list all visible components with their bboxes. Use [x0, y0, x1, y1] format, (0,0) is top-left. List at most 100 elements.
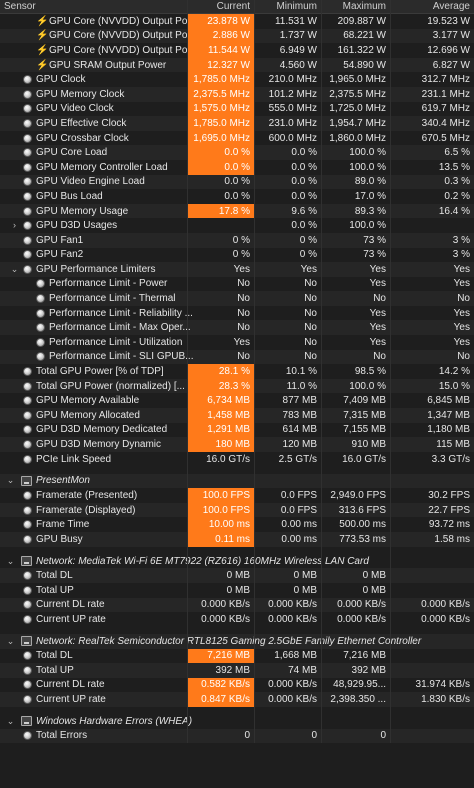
sensor-row[interactable]: Total UP 0 MB 0 MB 0 MB	[0, 583, 474, 598]
sensor-row[interactable]: Framerate (Presented) 100.0 FPS 0.0 FPS 2,9…	[0, 488, 474, 503]
sensor-table: Sensor Current Minimum Maximum Average ⚡…	[0, 0, 474, 744]
sensor-row[interactable]: Performance Limit - Thermal No No No No	[0, 291, 474, 306]
sensor-name: GPU SRAM Output Power	[49, 59, 167, 71]
sensor-row[interactable]: Total DL 7,216 MB 1,668 MB 7,216 MB	[0, 648, 474, 664]
column-header-sensor[interactable]: Sensor	[4, 1, 36, 12]
sensor-row[interactable]: GPU Memory Controller Load 0.0 % 0.0 % 100.…	[0, 159, 474, 175]
sensor-row[interactable]: GPU Crossbar Clock 1,695.0 MHz 600.0 MHz 1,…	[0, 130, 474, 146]
sensor-row[interactable]: Current UP rate 0.847 KB/s 0.000 KB/s 2,398…	[0, 692, 474, 707]
sensor-row[interactable]: Performance Limit - Utilization Yes No Yes Y…	[0, 335, 474, 350]
sensor-row[interactable]: Performance Limit - Power No No Yes Yes	[0, 277, 474, 292]
column-header-maximum[interactable]: Maximum	[342, 1, 386, 12]
sensor-name: GPU Video Engine Load	[36, 176, 145, 188]
sensor-row[interactable]: Total GPU Power (normalized) [... 28.3 % 1…	[0, 378, 474, 394]
gauge-icon	[23, 191, 32, 201]
sensor-name: GPU Core (NVVDD) Output Po...	[49, 30, 196, 42]
chevron-down-icon[interactable]: ⌄	[6, 715, 15, 726]
minimum-value: No	[304, 307, 317, 319]
sensor-row[interactable]: Frame Time 10.00 ms 0.00 ms 500.00 ms 93.72 …	[0, 517, 474, 532]
sensor-row[interactable]: Performance Limit - SLI GPUB... No No No No	[0, 349, 474, 365]
current-value: 0.0 %	[187, 159, 254, 175]
sensor-row[interactable]: Current DL rate 0.000 KB/s 0.000 KB/s 0.000…	[0, 597, 474, 613]
sensor-row[interactable]: Performance Limit - Max Oper... No No Yes Ye…	[0, 320, 474, 336]
average-value: 3 %	[452, 234, 470, 246]
sensor-row[interactable]: GPU Fan2 0 % 0 % 73 % 3 %	[0, 248, 474, 263]
sensor-name: GPU Core Load	[36, 147, 108, 159]
current-value: 0 %	[232, 234, 250, 246]
sensor-row[interactable]: PCIe Link Speed 16.0 GT/s 2.5 GT/s 16.0 GT/…	[0, 452, 474, 467]
section-header[interactable]: ⌄ Network: MediaTek Wi-Fi 6E MT7922 (RZ61…	[0, 554, 474, 569]
average-value: Yes	[453, 307, 470, 319]
sensor-row[interactable]: GPU D3D Memory Dedicated 1,291 MB 614 MB 7,…	[0, 422, 474, 438]
column-divider[interactable]	[254, 0, 255, 744]
gauge-icon	[23, 396, 32, 406]
maximum-value: Yes	[369, 322, 386, 334]
sensor-row[interactable]: GPU Effective Clock 1,785.0 MHz 231.0 MHz 1…	[0, 116, 474, 131]
section-header[interactable]: ⌄ PresentMon	[0, 473, 474, 489]
average-value: 31.974 KB/s	[415, 679, 470, 691]
column-divider[interactable]	[321, 0, 322, 744]
sensor-row[interactable]: GPU Clock 1,785.0 MHz 210.0 MHz 1,965.0 MHz…	[0, 72, 474, 87]
sensor-row[interactable]: Current DL rate 0.582 KB/s 0.000 KB/s 48,92…	[0, 677, 474, 693]
sensor-row[interactable]: Framerate (Displayed) 100.0 FPS 0.0 FPS 313…	[0, 502, 474, 518]
group-spacer	[0, 547, 474, 554]
sensor-row[interactable]: ⚡ GPU Core (NVVDD) Output Po... 11.544 W 6.…	[0, 43, 474, 58]
column-header-current[interactable]: Current	[216, 1, 250, 12]
gauge-icon	[23, 520, 32, 530]
gauge-icon	[23, 162, 32, 172]
maximum-value: 209.887 W	[337, 15, 386, 27]
sensor-name: Performance Limit - Utilization	[49, 336, 183, 348]
sensor-row[interactable]: GPU Video Engine Load 0.0 % 0.0 % 89.0 % 0.3…	[0, 174, 474, 190]
sensor-row[interactable]: GPU Bus Load 0.0 % 0.0 % 17.0 % 0.2 %	[0, 189, 474, 204]
maximum-value: 100.0 %	[349, 161, 386, 173]
sensor-row[interactable]: Total GPU Power [% of TDP] 28.1 % 10.1 % 98…	[0, 364, 474, 379]
sensor-row[interactable]: GPU Memory Available 6,734 MB 877 MB 7,409 …	[0, 393, 474, 409]
column-header-minimum[interactable]: Minimum	[276, 1, 317, 12]
average-value: 0.000 KB/s	[421, 613, 470, 625]
column-divider[interactable]	[187, 0, 188, 744]
sensor-row[interactable]: GPU Video Clock 1,575.0 MHz 555.0 MHz 1,725…	[0, 101, 474, 117]
sensor-row[interactable]: ⌄ GPU Performance Limiters Yes Yes Yes Yes	[0, 262, 474, 277]
lightning-bolt-icon: ⚡	[36, 15, 49, 27]
current-value: 0	[244, 730, 250, 742]
current-value: 0.847 KB/s	[187, 692, 254, 707]
sensor-row[interactable]: GPU Core Load 0.0 % 0.0 % 100.0 % 6.5 %	[0, 145, 474, 160]
section-header[interactable]: ⌄ Windows Hardware Errors (WHEA)	[0, 714, 474, 729]
sensor-row[interactable]: GPU Fan1 0 % 0 % 73 % 3 %	[0, 232, 474, 248]
section-header[interactable]: ⌄ Network: RealTek Semiconductor RTL8125 …	[0, 633, 474, 649]
sensor-row[interactable]: Total DL 0 MB 0 MB 0 MB	[0, 568, 474, 583]
sensor-row[interactable]: ⚡ GPU Core (NVVDD) Output Po... 23.878 W 11…	[0, 14, 474, 29]
sensor-row[interactable]: Total UP 392 MB 74 MB 392 MB	[0, 663, 474, 678]
sensor-row[interactable]: GPU Busy 0.11 ms 0.00 ms 773.53 ms 1.58 ms	[0, 531, 474, 547]
sensor-row[interactable]: GPU Memory Clock 2,375.5 MHz 101.2 MHz 2,37…	[0, 86, 474, 102]
sensor-row[interactable]: GPU D3D Memory Dynamic 180 MB 120 MB 910 MB…	[0, 437, 474, 452]
current-value: 1,575.0 MHz	[187, 101, 254, 117]
maximum-value: 1,860.0 MHz	[329, 132, 386, 144]
sensor-row[interactable]: GPU Memory Usage 17.8 % 9.6 % 89.3 % 16.4 %	[0, 203, 474, 219]
chevron-down-icon[interactable]: ⌄	[6, 555, 15, 566]
sensor-name: Performance Limit - Reliability ...	[49, 307, 193, 319]
maximum-value: 910 MB	[351, 439, 386, 451]
column-divider[interactable]	[390, 0, 391, 744]
sensor-row[interactable]: Current UP rate 0.000 KB/s 0.000 KB/s 0.000…	[0, 612, 474, 627]
sensor-row[interactable]: GPU Memory Allocated 1,458 MB 783 MB 7,315 …	[0, 408, 474, 423]
sensor-row[interactable]: Performance Limit - Reliability ... No No Y…	[0, 306, 474, 321]
column-header-average[interactable]: Average	[432, 1, 470, 12]
current-value: 0.0 %	[187, 145, 254, 160]
chevron-down-icon[interactable]: ⌄	[6, 475, 15, 486]
chevron-down-icon[interactable]: ⌄	[6, 635, 15, 646]
current-value: 1,785.0 MHz	[187, 72, 254, 87]
maximum-value: 500.00 ms	[339, 519, 386, 531]
sensor-row[interactable]: › GPU D3D Usages 0.0 % 100.0 %	[0, 218, 474, 233]
gauge-icon	[23, 665, 32, 675]
chevron-down-icon[interactable]: ⌄	[10, 263, 19, 274]
sensor-row[interactable]: Total Errors 0 0 0	[0, 728, 474, 744]
maximum-value: Yes	[369, 336, 386, 348]
current-value: 0.582 KB/s	[187, 677, 254, 693]
sensor-row[interactable]: ⚡ GPU Core (NVVDD) Output Po... 2.886 W 1.7…	[0, 28, 474, 44]
sensor-row[interactable]: ⚡ GPU SRAM Output Power 12.327 W 4.560 W 54.…	[0, 57, 474, 73]
average-value: 340.4 MHz	[421, 117, 470, 129]
maximum-value: 2,949.0 FPS	[330, 489, 386, 501]
maximum-value: 16.0 GT/s	[342, 453, 386, 465]
chevron-right-icon[interactable]: ›	[13, 220, 16, 231]
